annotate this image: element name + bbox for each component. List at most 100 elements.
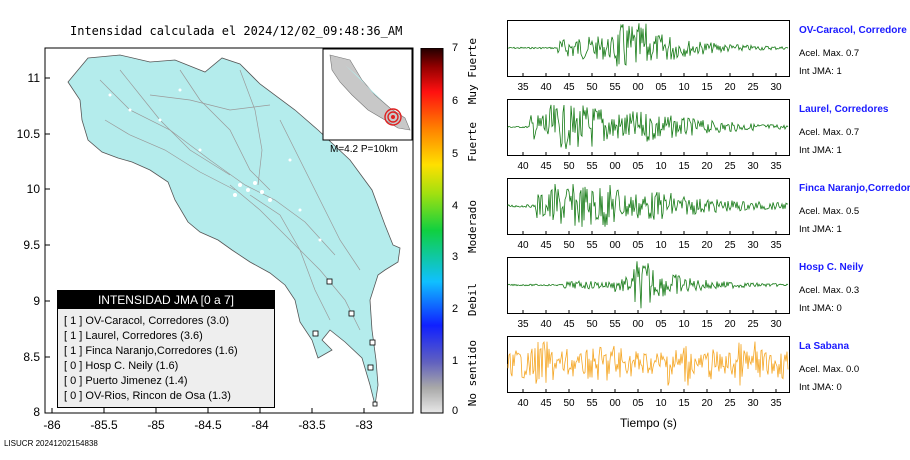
time-tick: 50 xyxy=(563,240,575,251)
time-tick: 00 xyxy=(609,398,621,409)
colorbar-tick: 5 xyxy=(452,148,459,160)
road-network xyxy=(99,69,361,331)
legend-row: [ 1 ] OV-Caracol, Corredores (3.0) xyxy=(64,315,230,327)
time-tick: 40 xyxy=(517,240,529,251)
time-tick: 20 xyxy=(724,319,736,330)
lon-tick: -86 xyxy=(43,418,61,432)
time-tick: 20 xyxy=(701,398,713,409)
time-tick: 35 xyxy=(517,319,529,330)
lon-tick: -83 xyxy=(355,418,373,432)
epicenter-dot xyxy=(391,115,395,119)
time-tick: 10 xyxy=(678,82,690,93)
station-accel: Acel. Max. 0.0 xyxy=(799,364,860,375)
time-tick: 40 xyxy=(517,398,529,409)
time-axis-label: Tiempo (s) xyxy=(620,416,677,430)
trace-panel xyxy=(507,20,790,77)
time-tick: 10 xyxy=(655,161,667,172)
legend-row: [ 0 ] OV-Rios, Rincon de Osa (1.3) xyxy=(64,390,231,402)
colorbar-tick: 4 xyxy=(452,200,459,212)
epicenter-ring-outer xyxy=(384,108,402,126)
time-tick: 45 xyxy=(563,319,575,330)
time-tick: 25 xyxy=(724,398,736,409)
time-tick: 15 xyxy=(701,319,713,330)
time-tick: 25 xyxy=(747,82,759,93)
station-name: OV-Caracol, Corredore xyxy=(799,25,907,36)
time-tick: 30 xyxy=(747,398,759,409)
time-tick: 15 xyxy=(701,82,713,93)
time-tick: 35 xyxy=(770,161,782,172)
waveform-line xyxy=(507,23,789,67)
time-tick: 55 xyxy=(586,398,598,409)
lon-tick: -83.5 xyxy=(298,418,326,432)
time-tick: 20 xyxy=(701,240,713,251)
time-tick: 30 xyxy=(770,82,782,93)
costa-rica-land xyxy=(67,54,401,406)
legend-title: INTENSIDAD JMA [0 a 7] xyxy=(58,291,274,309)
lat-tick: 8.5 xyxy=(23,350,40,364)
time-tick: 30 xyxy=(770,319,782,330)
inset-map xyxy=(322,48,413,141)
time-tick: 20 xyxy=(701,161,713,172)
time-tick: 15 xyxy=(678,161,690,172)
time-tick: 40 xyxy=(540,319,552,330)
time-tick: 05 xyxy=(632,398,644,409)
station-jma: Int JMA: 0 xyxy=(799,382,842,393)
time-tick: 10 xyxy=(655,398,667,409)
time-tick: 35 xyxy=(770,240,782,251)
trace-frame xyxy=(507,99,790,156)
time-tick: 40 xyxy=(517,161,529,172)
time-tick: 40 xyxy=(540,82,552,93)
footer-id: LISUCR 20241202154838 xyxy=(4,439,98,448)
station-jma: Int JMA: 1 xyxy=(799,145,842,156)
colorbar-tick: 3 xyxy=(452,251,459,263)
time-tick: 05 xyxy=(632,240,644,251)
lon-tick: -84 xyxy=(251,418,269,432)
trace-panel xyxy=(507,99,790,156)
station-accel: Acel. Max. 0.3 xyxy=(799,285,860,296)
time-tick: 45 xyxy=(540,398,552,409)
station-name: Hosp C. Neily xyxy=(799,262,864,273)
time-tick: 30 xyxy=(747,240,759,251)
lat-tick: 11 xyxy=(27,71,40,85)
time-tick: 55 xyxy=(586,240,598,251)
time-tick: 10 xyxy=(655,240,667,251)
waveform-line xyxy=(507,261,789,309)
trace-panel xyxy=(507,257,790,314)
town-dots xyxy=(108,88,322,242)
trace-panel xyxy=(507,336,790,393)
time-tick: 25 xyxy=(724,161,736,172)
time-tick: 55 xyxy=(586,161,598,172)
time-tick: 30 xyxy=(747,161,759,172)
station-accel: Acel. Max. 0.7 xyxy=(799,48,860,59)
time-tick: 15 xyxy=(678,398,690,409)
legend-row: [ 0 ] Puerto Jimenez (1.4) xyxy=(64,375,188,387)
time-tick: 50 xyxy=(586,319,598,330)
station-name: Laurel, Corredores xyxy=(799,104,889,115)
colorbar-word: Debil xyxy=(466,283,479,317)
lat-tick: 9 xyxy=(33,294,40,308)
time-tick: 45 xyxy=(563,82,575,93)
colorbar-word: No sentido xyxy=(466,340,479,407)
colorbar-word: Moderado xyxy=(466,200,479,253)
time-tick: 50 xyxy=(563,161,575,172)
colorbar-tick: 1 xyxy=(452,355,459,367)
time-tick: 15 xyxy=(678,240,690,251)
waveform-line xyxy=(507,341,789,386)
time-tick: 00 xyxy=(609,161,621,172)
lat-tick: 10.5 xyxy=(16,127,40,141)
lat-tick: 8 xyxy=(33,405,40,419)
station-name: Finca Naranjo,Corredore xyxy=(799,183,910,194)
waveform-line xyxy=(507,183,789,227)
time-tick: 05 xyxy=(632,161,644,172)
time-tick: 50 xyxy=(586,82,598,93)
intensity-legend: INTENSIDAD JMA [0 a 7] [ 1 ] OV-Caracol,… xyxy=(57,290,275,408)
epicenter-ring-mid xyxy=(387,111,399,123)
time-tick: 10 xyxy=(678,319,690,330)
station-accel: Acel. Max. 0.7 xyxy=(799,127,860,138)
time-tick: 35 xyxy=(517,82,529,93)
time-tick: 00 xyxy=(609,240,621,251)
colorbar-tick: 6 xyxy=(452,95,459,107)
lon-tick: -85.5 xyxy=(90,418,118,432)
time-tick: 35 xyxy=(770,398,782,409)
lat-tick: 9.5 xyxy=(23,238,40,252)
